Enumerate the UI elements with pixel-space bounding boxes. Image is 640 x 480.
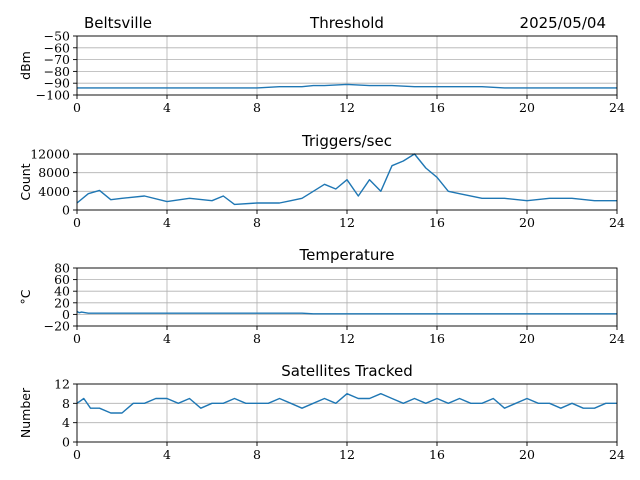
- x-tick-label: 24: [609, 100, 625, 115]
- x-tick-label: 4: [163, 447, 171, 462]
- y-axis-label: dBm: [18, 51, 33, 80]
- y-tick-label: 12000: [30, 147, 70, 162]
- chart-panel-4: 0 4 8 12 16 20 24 0 4 8 12 Satellites Tracked Number: [18, 362, 625, 462]
- y-axis-label: Number: [18, 387, 33, 438]
- x-tick-label: 8: [253, 331, 261, 346]
- y-axis-label: °C: [18, 289, 33, 304]
- chart-title: Temperature: [298, 246, 394, 264]
- data-series-line: [76, 153, 617, 206]
- x-tick-label: 20: [519, 447, 535, 462]
- x-tick-label: 12: [339, 447, 355, 462]
- x-tick-label: 8: [253, 447, 261, 462]
- x-tick-label: 24: [609, 331, 625, 346]
- x-tick-label: 20: [519, 215, 535, 230]
- y-tick-label: −100: [36, 88, 70, 103]
- y-tick-label: 20: [54, 295, 70, 310]
- chart-panel-2: 0 4 8 12 16 20 24 0 4000 8000 12000 Triggers/sec Cou…: [18, 132, 625, 230]
- y-tick-label: 40: [54, 284, 70, 299]
- data-series-line: [76, 393, 617, 414]
- y-tick-label: 0: [62, 435, 70, 450]
- y-tick-label: 4: [62, 415, 70, 430]
- x-tick-label: 8: [253, 100, 261, 115]
- date-label: 2025/05/04: [520, 14, 606, 32]
- x-tick-label: 4: [163, 215, 171, 230]
- chart-title: Threshold: [309, 14, 384, 32]
- y-axis-label: Count: [18, 163, 33, 200]
- x-tick-label: 0: [73, 331, 81, 346]
- y-tick-label: −80: [44, 64, 70, 79]
- data-series-line: [76, 310, 617, 315]
- x-tick-label: 16: [429, 215, 445, 230]
- x-tick-label: 0: [73, 215, 81, 230]
- y-tick-label: −90: [44, 76, 70, 91]
- y-tick-label: 0: [62, 203, 70, 218]
- y-tick-label: 0: [62, 307, 70, 322]
- data-series-line: [77, 83, 617, 89]
- x-tick-label: 16: [429, 100, 445, 115]
- x-tick-label: 24: [609, 215, 625, 230]
- y-tick-label: −50: [44, 29, 70, 44]
- x-tick-label: 12: [339, 100, 355, 115]
- y-tick-label: 80: [54, 261, 70, 276]
- x-tick-label: 20: [519, 100, 535, 115]
- x-tick-label: 4: [163, 331, 171, 346]
- y-tick-label: 8000: [38, 165, 70, 180]
- x-tick-label: 12: [339, 215, 355, 230]
- chart-title: Satellites Tracked: [281, 362, 412, 380]
- chart-title: Triggers/sec: [301, 132, 392, 150]
- y-tick-label: 60: [54, 272, 70, 287]
- x-tick-label: 24: [609, 447, 625, 462]
- y-tick-label: −70: [44, 52, 70, 67]
- x-tick-label: 20: [519, 331, 535, 346]
- y-tick-label: −60: [44, 40, 70, 55]
- y-tick-label: 8: [62, 396, 70, 411]
- y-tick-label: 4000: [38, 184, 70, 199]
- x-tick-label: 0: [73, 447, 81, 462]
- chart-panel-1: 0 4 8 12 16 20 24 −100−90−80−70−60−50 Threshold d…: [18, 14, 625, 115]
- y-tick-label: 12: [54, 377, 70, 392]
- chart-panels: 0 4 8 12 16 20 24 −100−90−80−70−60−50 Threshold d…: [18, 14, 625, 462]
- station-label: Beltsville: [84, 14, 152, 32]
- x-tick-label: 12: [339, 331, 355, 346]
- x-tick-label: 16: [429, 331, 445, 346]
- x-tick-label: 16: [429, 447, 445, 462]
- y-tick-label: −20: [44, 319, 70, 334]
- x-tick-label: 8: [253, 215, 261, 230]
- x-tick-label: 4: [163, 100, 171, 115]
- x-tick-label: 0: [73, 100, 81, 115]
